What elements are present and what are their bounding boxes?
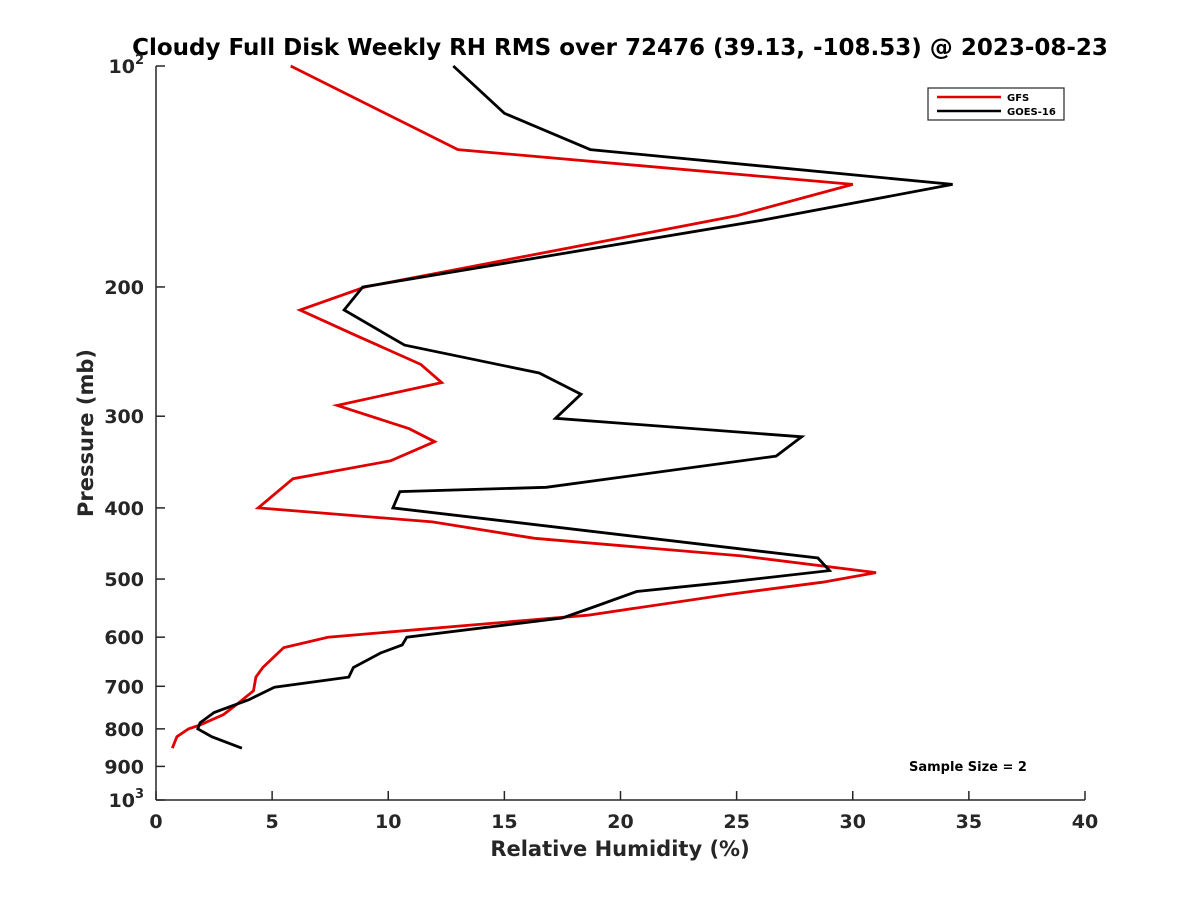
legend-label: GFS — [1007, 93, 1029, 104]
x-ticks: 0 5 10 15 20 25 30 35 40 — [149, 791, 1098, 833]
y-tick-label: 200 — [104, 277, 144, 299]
x-tick-label: 25 — [723, 811, 749, 833]
y-tick-label-exponent: 2 — [135, 53, 144, 68]
y-tick-label-base: 200 — [104, 277, 144, 299]
series-lines — [171, 64, 953, 750]
y-axis-label: Pressure (mb) — [74, 349, 98, 517]
y-tick-label-base: 500 — [104, 569, 144, 591]
legend-label: GOES-16 — [1007, 107, 1056, 118]
y-tick-label: 500 — [104, 569, 144, 591]
y-tick-label-base: 600 — [104, 627, 144, 649]
y-tick-label: 900 — [104, 756, 144, 778]
y-tick-label: 300 — [104, 406, 144, 428]
series-line-goes-16 — [196, 64, 953, 750]
y-tick-label: 102 — [109, 53, 145, 78]
x-axis-label: Relative Humidity (%) — [490, 837, 749, 861]
y-tick-label-base: 10 — [109, 790, 135, 812]
y-tick-label: 800 — [104, 719, 144, 741]
plot-area — [155, 66, 1085, 801]
legend: GFS GOES-16 — [927, 87, 1065, 121]
y-tick-label-base: 400 — [104, 498, 144, 520]
x-tick-label: 30 — [840, 811, 866, 833]
x-tick-label: 10 — [375, 811, 401, 833]
sample-size-annotation: Sample Size = 2 — [909, 760, 1027, 775]
x-tick-label: 35 — [956, 811, 982, 833]
x-tick-label: 15 — [491, 811, 517, 833]
x-tick-label: 5 — [266, 811, 279, 833]
y-tick-label: 600 — [104, 627, 144, 649]
y-tick-label: 103 — [109, 787, 145, 812]
y-tick-label-exponent: 3 — [135, 787, 144, 802]
x-tick-label: 40 — [1072, 811, 1098, 833]
y-tick-label-base: 900 — [104, 756, 144, 778]
series-line-gfs — [171, 64, 877, 749]
y-tick-label-base: 300 — [104, 406, 144, 428]
y-tick-label-base: 700 — [104, 676, 144, 698]
x-tick-label: 0 — [149, 811, 162, 833]
y-tick-label-base: 800 — [104, 719, 144, 741]
chart-title: Cloudy Full Disk Weekly RH RMS over 7247… — [132, 35, 1108, 61]
y-tick-label: 400 — [104, 498, 144, 520]
y-tick-label-base: 10 — [109, 56, 135, 78]
legend-box — [927, 87, 1065, 121]
y-tick-label: 700 — [104, 676, 144, 698]
x-tick-label: 20 — [607, 811, 633, 833]
